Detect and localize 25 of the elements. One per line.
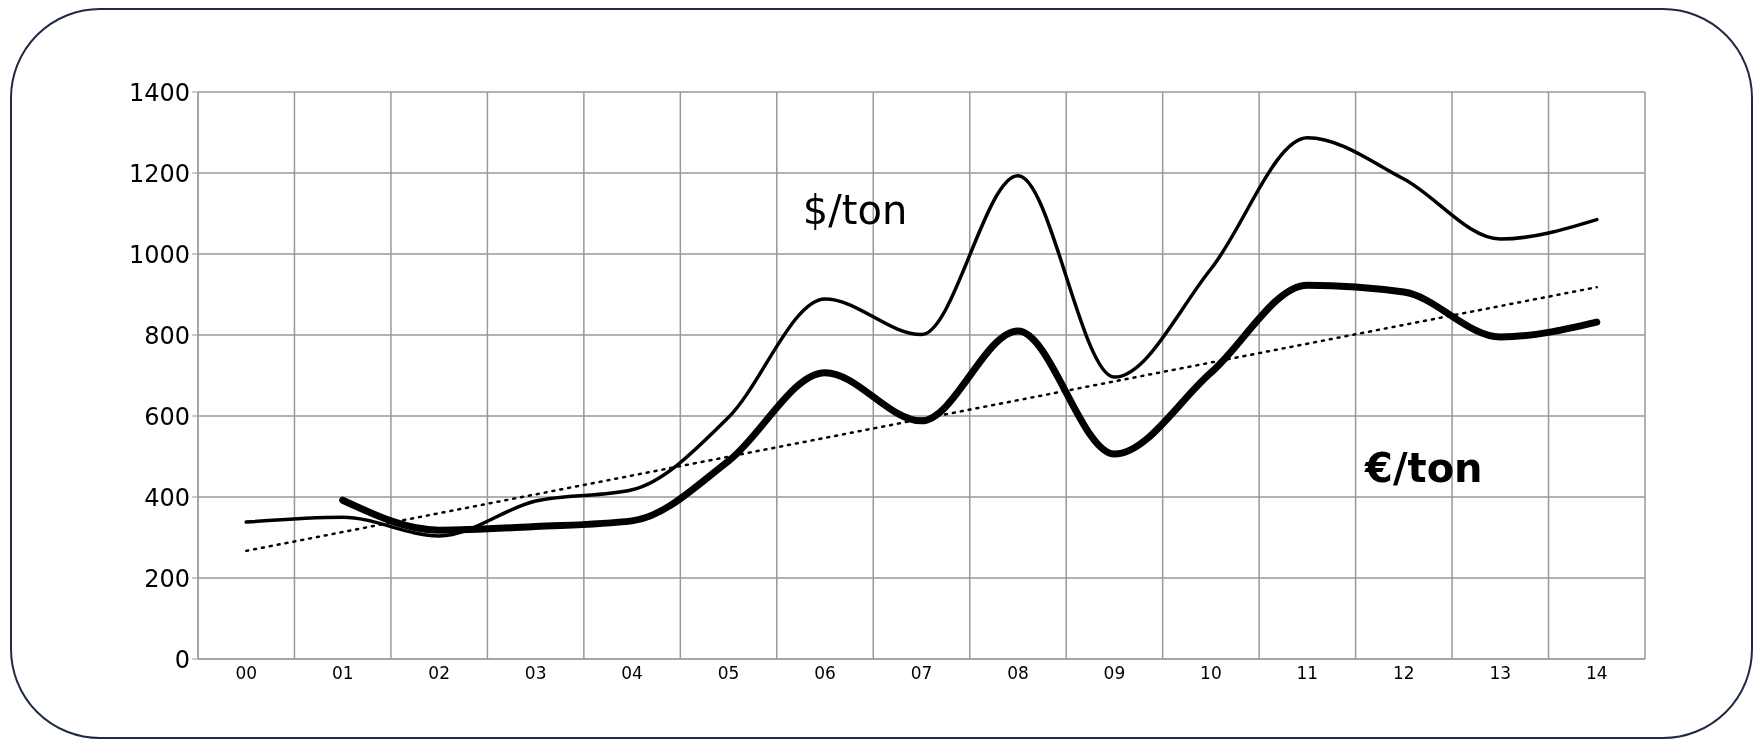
x-tick-label: 13 [1489,663,1512,684]
y-tick-label: 600 [144,402,190,431]
x-tick-label: 11 [1296,663,1319,684]
y-tick-label: 800 [144,321,190,350]
x-tick-label: 10 [1200,663,1222,684]
x-tick-label: 08 [1007,663,1029,684]
x-tick-label: 03 [524,663,547,684]
x-tick-label: 09 [1103,663,1126,684]
y-tick-label: 1400 [128,78,190,107]
x-tick-label: 05 [717,663,740,684]
y-tick-label: 1000 [128,240,190,269]
x-tick-label: 06 [814,663,836,684]
x-tick-label: 01 [331,663,354,684]
text: €/ton [1364,445,1483,492]
y-tick-label: 1200 [128,159,190,188]
x-tick-label: 14 [1585,663,1608,684]
x-tick-label: 12 [1393,663,1415,684]
x-tick-label: 04 [621,663,643,684]
x-tick-label: 07 [910,663,933,684]
x-tick-label: 02 [428,663,450,684]
y-tick-label: 400 [144,483,190,512]
x-tick-label: 00 [235,663,258,684]
y-tick-label: 200 [144,564,190,593]
y-tick-label: 0 [174,645,190,674]
series-label: $/ton [802,186,908,233]
